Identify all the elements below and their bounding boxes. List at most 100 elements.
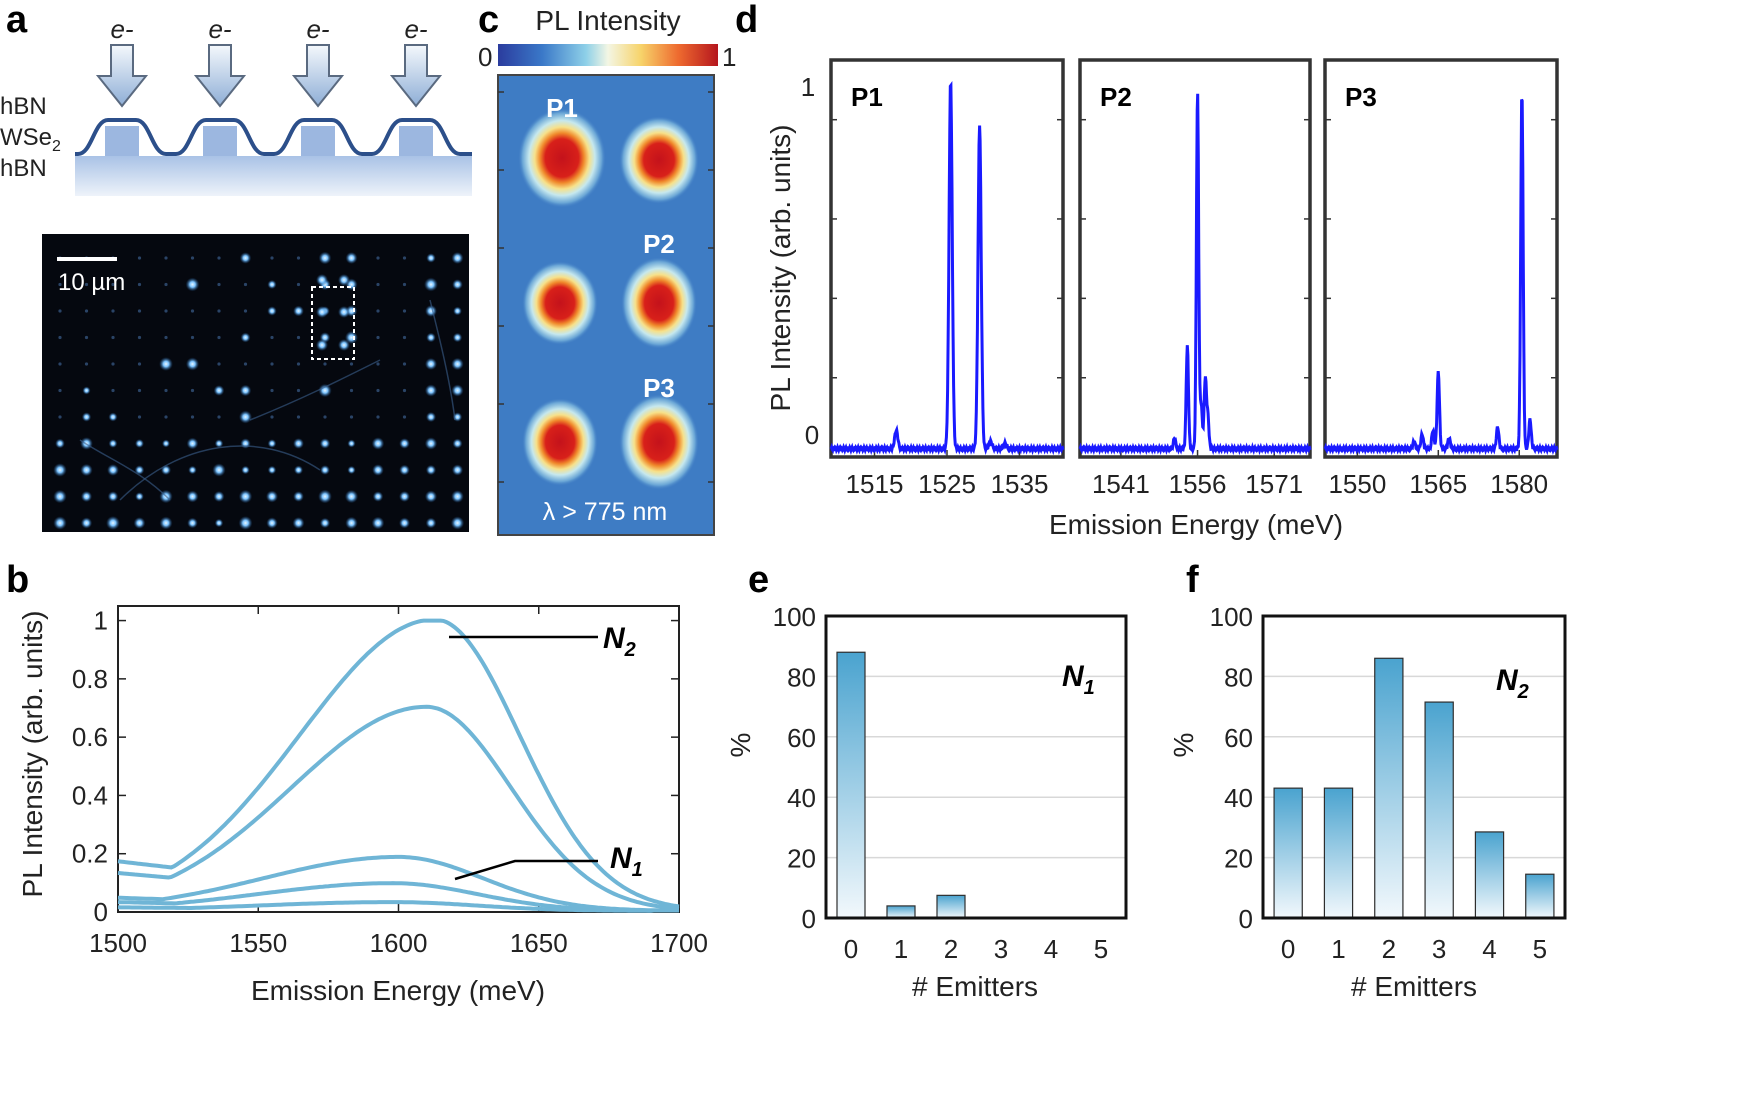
e-xtick-label: 1	[894, 934, 908, 964]
micrograph-dot	[266, 517, 278, 529]
f-ytick-label: 40	[1224, 783, 1253, 813]
micrograph-dot	[238, 410, 253, 424]
micrograph-dot	[399, 491, 410, 502]
micrograph-dot	[58, 335, 62, 340]
micrograph-dot	[344, 489, 359, 504]
micrograph-dot	[111, 282, 115, 287]
micrograph-dot	[318, 251, 332, 265]
e-chart: 0 20 40 60 80 100 0 1 2 3 4 5	[773, 602, 1128, 964]
d-spectrum-line	[1078, 93, 1312, 456]
micrograph-dot	[402, 335, 407, 340]
e-ytick-label: 20	[787, 844, 816, 874]
micrograph-dot	[424, 437, 438, 450]
f-xtick-label: 2	[1382, 934, 1396, 964]
micrograph-dot	[376, 415, 380, 419]
micrograph-dot	[164, 282, 168, 287]
micrograph-dot	[107, 464, 119, 476]
micrograph-dot	[159, 357, 173, 371]
colorbar-max: 1	[722, 42, 736, 72]
electron-arrow-icon	[193, 44, 247, 108]
micrograph-dot	[190, 388, 195, 393]
micrograph-dot	[238, 489, 253, 504]
micrograph-dot	[164, 309, 168, 313]
micrograph-dot	[55, 438, 65, 449]
micrograph-dot	[424, 384, 438, 397]
b-series-line	[117, 618, 680, 909]
n1-annotation-line	[454, 859, 598, 881]
micrograph-filament	[79, 439, 171, 501]
micrograph-dot	[58, 388, 62, 393]
micrograph-dot	[318, 383, 332, 398]
f-ytick-label: 60	[1224, 723, 1253, 753]
micrograph-dot	[212, 463, 226, 477]
d-xtick-label: 1565	[1409, 469, 1467, 499]
electron-label: e-	[306, 14, 329, 44]
micrograph-filament	[429, 299, 456, 421]
micrograph-dot	[426, 253, 436, 263]
micrograph-dot	[214, 518, 224, 528]
micrograph-dot	[296, 282, 301, 287]
e-ytick-label: 100	[773, 602, 816, 632]
f-xtick-label: 0	[1281, 934, 1295, 964]
e-bar	[936, 894, 966, 919]
f-ylabel: %	[1168, 733, 1199, 758]
panel-label-e: e	[748, 559, 769, 601]
micrograph-dot	[243, 362, 248, 366]
micrograph-dot	[187, 517, 198, 529]
micrograph-dot	[53, 489, 67, 504]
e-xtick-label: 2	[944, 934, 958, 964]
micrograph-dot	[296, 256, 301, 260]
micrograph-dot	[450, 516, 465, 530]
f-bar	[1273, 787, 1303, 919]
d-xtick-label: 1571	[1245, 469, 1303, 499]
pl-spots	[518, 108, 699, 490]
micrograph-dot	[53, 516, 67, 530]
f-axes	[1261, 614, 1567, 920]
micrograph-dot	[293, 491, 304, 502]
micrograph-dot	[453, 306, 462, 316]
micrograph-dot	[190, 309, 195, 313]
micrograph-dot	[399, 464, 410, 476]
micrograph-dot	[376, 362, 380, 366]
micrograph-dot	[399, 438, 410, 449]
b-ytick-label: 0.8	[72, 664, 108, 694]
micrograph-dot	[296, 335, 301, 340]
pl-spot	[522, 398, 598, 486]
e-xtick-label: 3	[994, 934, 1008, 964]
micrograph-dot	[349, 415, 354, 419]
d-xlabel: Emission Energy (meV)	[1049, 509, 1343, 540]
d-ytick-1: 1	[801, 72, 815, 102]
pillar	[399, 126, 433, 156]
d-xtick-label: 1550	[1328, 469, 1386, 499]
micrograph-dot	[84, 282, 89, 287]
micrograph-dot	[349, 362, 354, 366]
micrograph-dot	[108, 439, 118, 448]
micrograph-dot	[186, 437, 199, 450]
f-xlabel: # Emitters	[1351, 971, 1477, 1002]
micrograph-dot	[376, 282, 380, 287]
layer-label-wse2: WSe2	[0, 124, 61, 155]
d-xtick-label: 1541	[1092, 469, 1150, 499]
micrograph-dot	[240, 332, 251, 343]
micrograph-dot	[402, 388, 407, 393]
spot-label-p3: P3	[643, 373, 675, 403]
micrograph-dot	[135, 439, 144, 448]
micrograph-dot	[316, 306, 328, 318]
micrograph-dot	[402, 309, 407, 313]
d-subplot-label: P3	[1345, 82, 1377, 112]
wse2-layer	[75, 118, 472, 156]
micrograph-dot	[80, 463, 93, 477]
f-xtick-label: 5	[1533, 934, 1547, 964]
b-series-line	[117, 900, 679, 913]
micrograph-dot	[451, 464, 464, 476]
micrograph-dot	[106, 516, 120, 530]
micrograph-dot	[190, 256, 195, 260]
spot-label-p2: P2	[643, 229, 675, 259]
colorbar	[498, 44, 718, 66]
pl-spot	[518, 108, 606, 208]
micrograph-dot	[424, 490, 438, 503]
micrograph-dot	[84, 335, 89, 340]
micrograph-dot	[293, 438, 304, 449]
e-ytick-label: 0	[802, 904, 816, 934]
panel-label-b: b	[6, 559, 29, 601]
